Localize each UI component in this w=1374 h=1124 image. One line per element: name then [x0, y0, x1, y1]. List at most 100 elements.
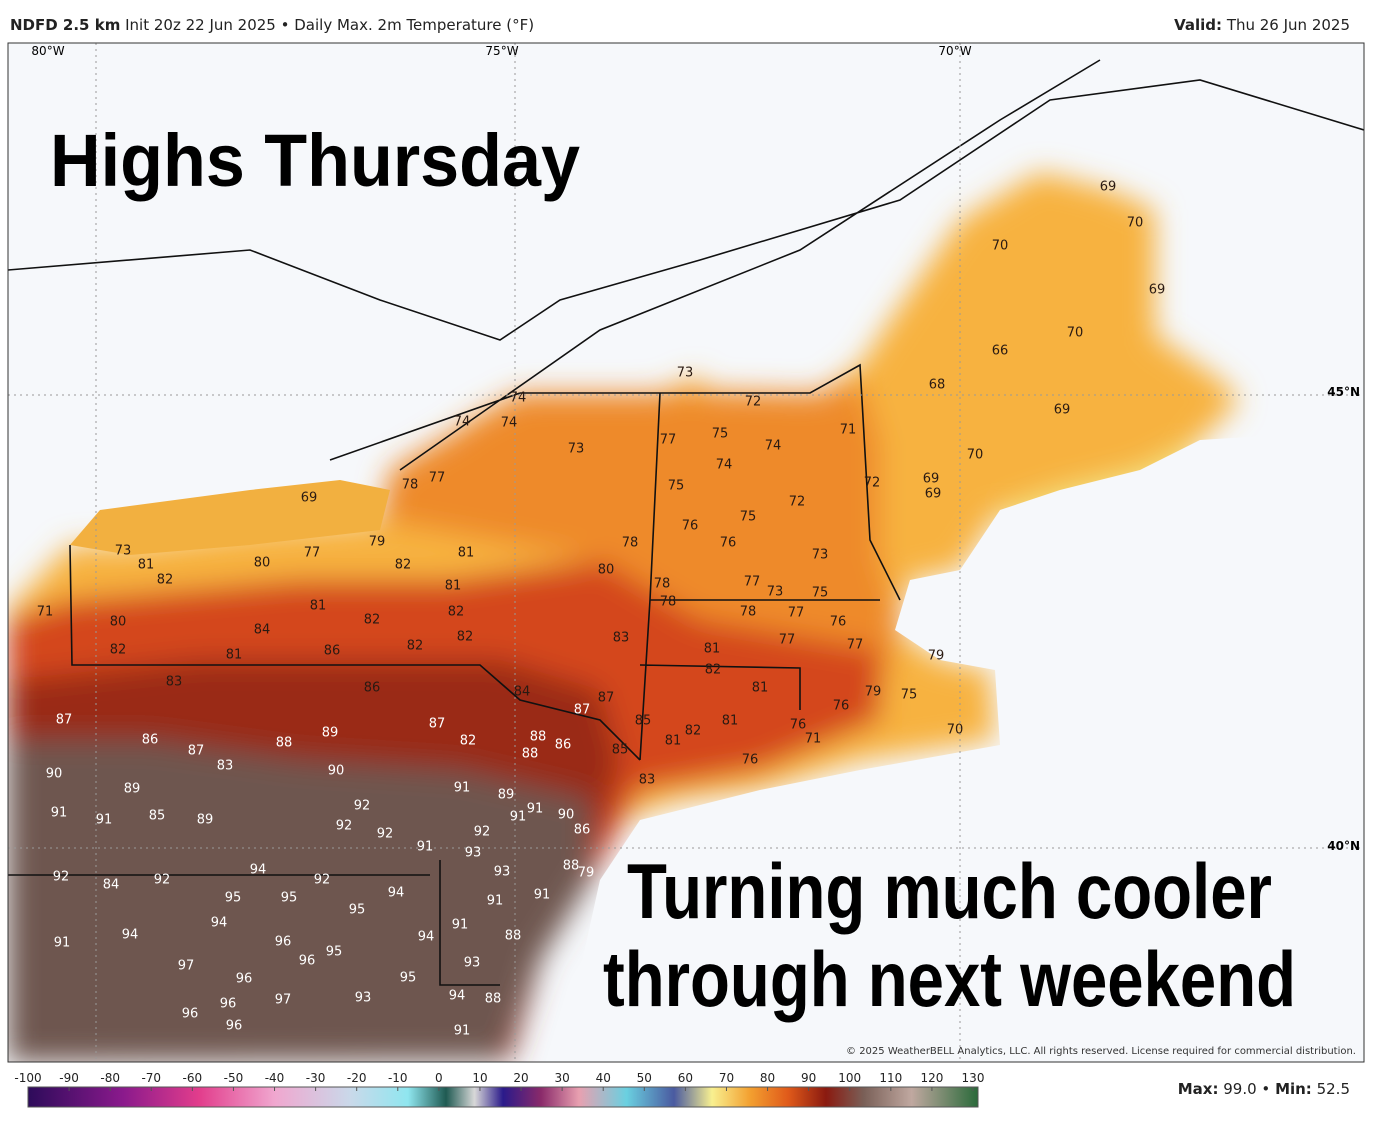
- temperature-label: 89: [322, 726, 339, 741]
- map-frame: [7, 42, 1365, 1063]
- temperature-label: 78: [402, 478, 419, 493]
- temperature-label: 79: [865, 685, 882, 700]
- temperature-label: 76: [790, 718, 807, 733]
- temperature-label: 94: [250, 863, 267, 878]
- temperature-label: 73: [115, 544, 132, 559]
- temperature-label: 81: [704, 642, 721, 657]
- temperature-label: 96: [299, 954, 316, 969]
- temperature-label: 86: [324, 644, 341, 659]
- temperature-label: 90: [558, 808, 575, 823]
- temperature-label: 77: [779, 633, 796, 648]
- temperature-label: 92: [474, 825, 491, 840]
- temperature-label: 77: [788, 606, 805, 621]
- valid-label: Valid:: [1174, 16, 1222, 34]
- temperature-label: 75: [668, 479, 685, 494]
- colorbar-tick-label: -50: [224, 1071, 244, 1085]
- temperature-label: 90: [328, 764, 345, 779]
- colorbar-tick-label: 110: [879, 1071, 902, 1085]
- temperature-label: 94: [122, 928, 139, 943]
- temperature-label: 91: [527, 802, 544, 817]
- temperature-label: 69: [923, 472, 940, 487]
- temperature-label: 73: [767, 585, 784, 600]
- temperature-label: 87: [429, 717, 446, 732]
- temperature-label: 96: [236, 972, 253, 987]
- temperature-label: 85: [635, 714, 652, 729]
- temperature-label: 80: [110, 615, 127, 630]
- temperature-label: 89: [498, 788, 515, 803]
- valid-date: Thu 26 Jun 2025: [1226, 16, 1350, 34]
- temperature-label: 81: [138, 558, 155, 573]
- temperature-label: 82: [364, 613, 381, 628]
- temperature-label: 90: [46, 767, 63, 782]
- field: Daily Max. 2m Temperature (°F): [294, 16, 534, 34]
- temperature-label: 81: [310, 599, 327, 614]
- temperature-label: 75: [812, 586, 829, 601]
- temperature-label: 91: [487, 894, 504, 909]
- temperature-label: 95: [281, 891, 298, 906]
- temperature-label: 84: [103, 878, 120, 893]
- graticule: [8, 43, 1364, 1062]
- temperature-label: 91: [51, 806, 68, 821]
- temperature-label: 82: [157, 573, 174, 588]
- temperature-label: 82: [460, 734, 477, 749]
- temperature-label: 91: [534, 888, 551, 903]
- temperature-label: 81: [752, 681, 769, 696]
- temperature-label: 70: [992, 239, 1009, 254]
- temperature-label: 86: [555, 738, 572, 753]
- temperature-label: 82: [705, 663, 722, 678]
- temperature-label: 71: [37, 605, 54, 620]
- colorbar-tick-label: 130: [962, 1071, 985, 1085]
- temperature-label: 69: [1054, 403, 1071, 418]
- temperature-label: 68: [929, 378, 946, 393]
- temperature-label: 74: [765, 439, 782, 454]
- temperature-label: 96: [182, 1007, 199, 1022]
- temperature-label: 70: [967, 448, 984, 463]
- temperature-label: 91: [510, 810, 527, 825]
- temperature-label: 75: [740, 510, 757, 525]
- colorbar-tick-label: -30: [306, 1071, 326, 1085]
- temperature-label: 76: [720, 536, 737, 551]
- colorbar-tick-label: 20: [513, 1071, 528, 1085]
- temperature-label: 73: [568, 442, 585, 457]
- temperature-label: 91: [96, 813, 113, 828]
- temperature-label: 76: [833, 699, 850, 714]
- temperature-label: 69: [1100, 180, 1117, 195]
- min: 52.5: [1317, 1080, 1350, 1098]
- colorbar-tick-label: 60: [678, 1071, 693, 1085]
- lon-label: 80°W: [31, 44, 64, 58]
- temperature-label: 93: [494, 865, 511, 880]
- colorbar-tick-label: -100: [14, 1071, 41, 1085]
- temperature-label: 88: [522, 747, 539, 762]
- temperature-label: 96: [275, 935, 292, 950]
- colorbar-ticks: -100 -90 -80 -70 -60 -50 -40 -30 -20 -10 0 10 20 30 40…: [14, 1071, 984, 1091]
- borders: [8, 59, 1364, 986]
- overlay-title: Highs Thursday: [50, 119, 580, 202]
- temperature-label: 85: [149, 809, 166, 824]
- temperature-label: 79: [369, 535, 386, 550]
- temperature-label: 83: [166, 675, 183, 690]
- copyright: © 2025 WeatherBELL Analytics, LLC. All r…: [846, 1046, 1356, 1057]
- temperature-label: 95: [326, 945, 343, 960]
- overlay-note: through next weekend: [603, 935, 1296, 1023]
- temperature-label: 78: [740, 605, 757, 620]
- max-label: Max:: [1178, 1080, 1219, 1098]
- temperature-label: 89: [124, 782, 141, 797]
- temperature-label: 82: [110, 643, 127, 658]
- temperature-label: 74: [454, 415, 471, 430]
- colorbar-tick-label: 30: [554, 1071, 569, 1085]
- border: [69, 544, 641, 761]
- lat-label: 45°N: [1327, 385, 1360, 399]
- temperature-label: 74: [716, 458, 733, 473]
- temperature-label: 81: [458, 546, 475, 561]
- temperature-label: 82: [395, 558, 412, 573]
- colorbar-tick-label: 10: [472, 1071, 487, 1085]
- colorbar: [27, 1086, 979, 1108]
- temperature-label: 79: [578, 866, 595, 881]
- stats: Max: 99.0 • Min: 52.5: [1178, 1080, 1350, 1098]
- temperature-label: 73: [812, 548, 829, 563]
- sep: •: [1261, 1080, 1270, 1098]
- temperature-label: 93: [465, 846, 482, 861]
- temperature-label: 89: [197, 813, 214, 828]
- temperature-label: 88: [485, 992, 502, 1007]
